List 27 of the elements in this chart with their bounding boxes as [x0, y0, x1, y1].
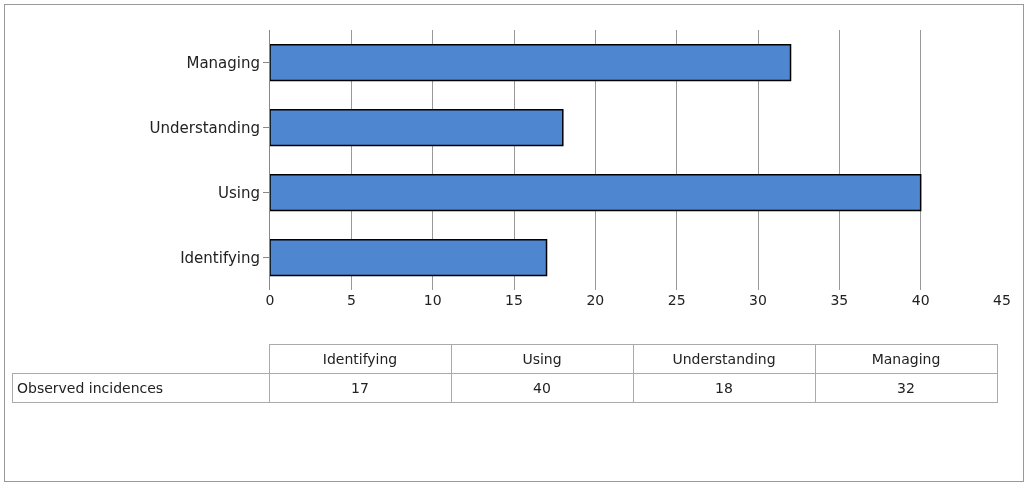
x-tick-label: 25: [667, 292, 686, 308]
y-tick-label: Understanding: [149, 118, 260, 137]
y-tick-label: Using: [218, 183, 260, 202]
x-tick-label: 0: [265, 292, 275, 308]
category-label: Understanding: [633, 344, 815, 374]
x-tick-label: 15: [505, 292, 523, 308]
data-label: 40: [451, 373, 633, 403]
data-label: 32: [815, 373, 997, 403]
x-tick-label: 20: [586, 292, 605, 308]
x-tick-label: 5: [346, 292, 356, 308]
y-tick-label: Managing: [186, 53, 260, 72]
x-tick-label: 40: [911, 292, 930, 308]
x-tick-label: 35: [830, 292, 849, 308]
bar: [270, 238, 548, 277]
category-label: Managing: [815, 344, 997, 374]
x-tick-label: 30: [749, 292, 767, 308]
data-label: 18: [633, 373, 815, 403]
bar: [270, 108, 564, 147]
category-label: Identifying: [269, 344, 451, 374]
bar: [270, 43, 792, 82]
text: Observed incidences: [12, 373, 269, 403]
category-label: Using: [451, 344, 633, 374]
x-tick-label: 45: [993, 292, 1011, 308]
y-tick-label: Identifying: [180, 248, 260, 267]
bar: [270, 173, 922, 212]
x-tick-label: 10: [423, 292, 442, 308]
data-label: 17: [269, 373, 451, 403]
